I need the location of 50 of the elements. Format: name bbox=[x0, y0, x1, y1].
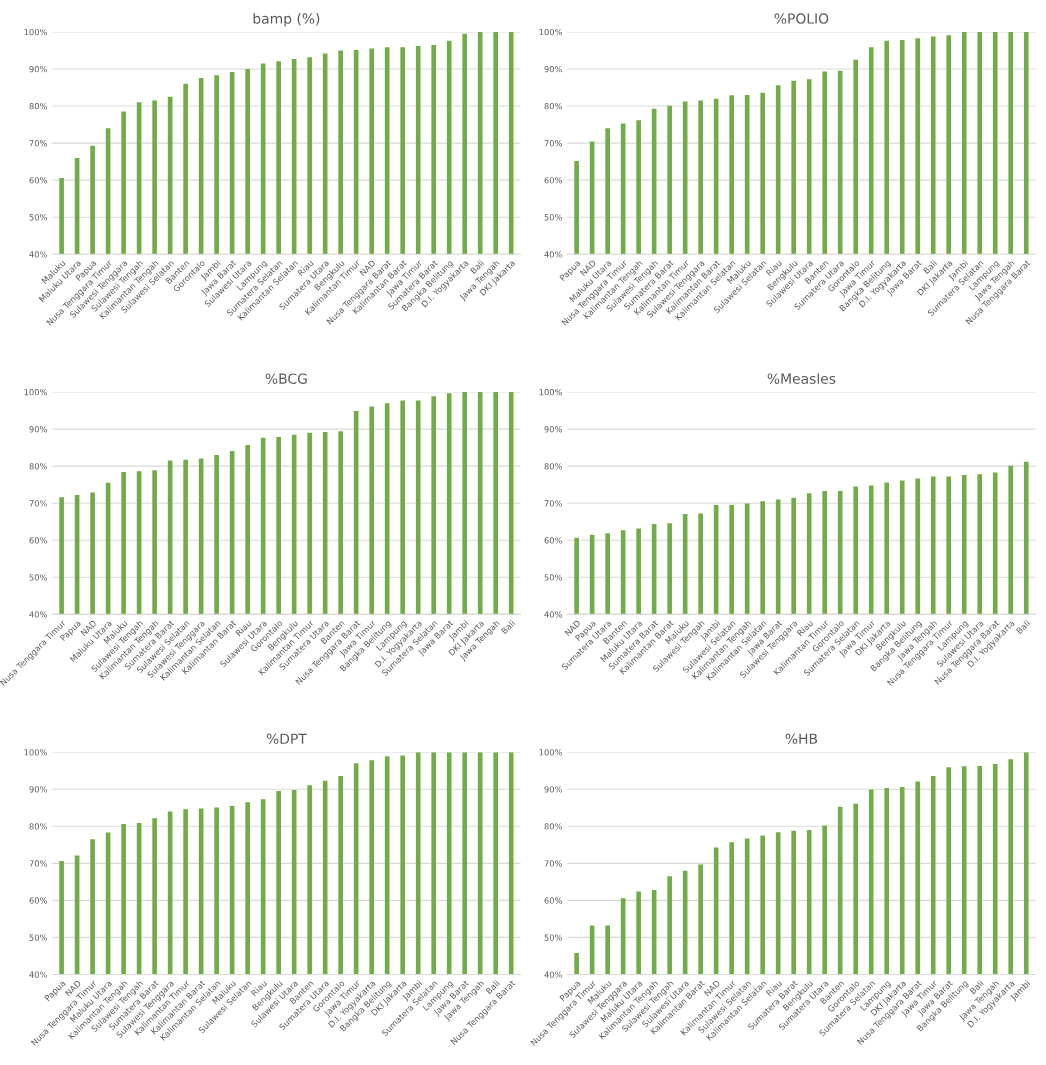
x-tick-label: Bali bbox=[500, 619, 516, 635]
chart-title: bamp (%) bbox=[253, 13, 320, 27]
y-tick-label: 50% bbox=[544, 214, 563, 221]
y-tick-label: 40% bbox=[29, 971, 47, 978]
y-tick-label: 100% bbox=[539, 389, 563, 396]
chart-title: %POLIO bbox=[774, 13, 829, 24]
y-tick-label: 60% bbox=[544, 537, 563, 544]
y-tick-label: 50% bbox=[29, 214, 47, 221]
y-tick-label: 50% bbox=[544, 574, 563, 581]
y-tick-label: 50% bbox=[544, 934, 563, 941]
y-tick-label: 90% bbox=[544, 65, 563, 73]
y-tick-label: 100% bbox=[539, 749, 563, 756]
y-tick-label: 90% bbox=[29, 786, 47, 793]
chart-title: %Measles bbox=[767, 373, 836, 384]
y-tick-label: 40% bbox=[544, 611, 563, 618]
y-tick-label: 80% bbox=[544, 463, 563, 470]
y-tick-label: 60% bbox=[544, 177, 563, 184]
y-tick-label: 90% bbox=[29, 65, 47, 73]
y-tick-label: 40% bbox=[544, 971, 563, 978]
y-tick-label: 60% bbox=[29, 177, 47, 184]
y-tick-label: 80% bbox=[544, 103, 563, 110]
y-tick-label: 100% bbox=[24, 28, 47, 36]
y-tick-label: 90% bbox=[29, 426, 47, 433]
y-tick-label: 40% bbox=[29, 611, 47, 618]
y-tick-label: 80% bbox=[544, 823, 563, 830]
y-tick-label: 100% bbox=[24, 389, 47, 396]
y-tick-label: 100% bbox=[539, 28, 563, 36]
y-tick-label: 70% bbox=[544, 860, 563, 867]
chart-title: %BCG bbox=[265, 373, 307, 384]
y-tick-label: 50% bbox=[29, 574, 47, 581]
y-tick-label: 80% bbox=[29, 103, 47, 110]
y-tick-label: 70% bbox=[29, 140, 47, 147]
y-tick-label: 50% bbox=[29, 934, 47, 941]
y-tick-label: 60% bbox=[29, 897, 47, 904]
y-tick-label: 40% bbox=[29, 251, 47, 258]
chart-title: %DPT bbox=[266, 733, 307, 745]
y-tick-label: 80% bbox=[29, 823, 47, 830]
y-tick-label: 70% bbox=[29, 860, 47, 867]
y-tick-label: 60% bbox=[29, 537, 47, 544]
y-tick-label: 70% bbox=[29, 500, 47, 507]
y-tick-label: 70% bbox=[544, 500, 563, 507]
x-tick-label: Bali bbox=[1015, 619, 1031, 635]
y-tick-label: 100% bbox=[24, 749, 47, 756]
y-tick-label: 40% bbox=[544, 251, 563, 258]
y-tick-label: 90% bbox=[544, 426, 563, 433]
y-tick-label: 70% bbox=[544, 140, 563, 147]
y-tick-label: 90% bbox=[544, 786, 563, 793]
y-tick-label: 80% bbox=[29, 463, 47, 470]
chart-title: %HB bbox=[785, 733, 818, 745]
y-tick-label: 60% bbox=[544, 897, 563, 904]
